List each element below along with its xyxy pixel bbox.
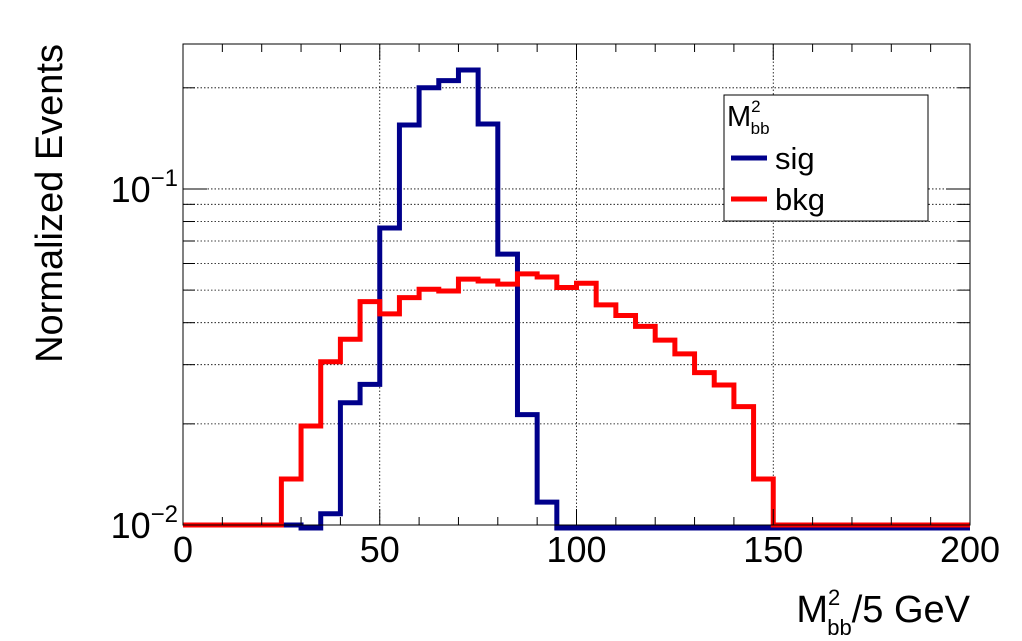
x-tick-label: 150 [743,529,803,570]
legend-title: M2 bb [727,97,770,138]
y-axis-title: Normalized Events [29,44,71,363]
series-line-bkg [183,271,970,528]
x-axis-title-suffix: /5 GeV [852,589,971,631]
x-tick-label: 50 [360,529,400,570]
y-tick-label-exp: −2 [151,501,178,528]
y-tick-label-base: 10 [111,169,151,210]
legend-title-sup: 2 [751,97,760,116]
y-tick-label-base: 10 [111,505,151,546]
y-tick-label-exp: −1 [151,165,178,192]
legend-label-bkg: bkg [775,182,825,217]
series-line-sig [183,67,970,531]
x-tick-label: 0 [173,529,193,570]
legend-title-sub: bb [751,119,770,138]
y-tick-label: 10−1 [111,165,178,210]
legend-label-sig: sig [775,141,815,176]
x-tick-label: 100 [546,529,606,570]
y-tick-label: 10−2 [111,501,178,546]
x-axis-title-sub: bb [827,615,851,640]
x-tick-label: 200 [940,529,1000,570]
x-axis-title: M2 bb/5 GeV [796,585,970,640]
axis-ticks [182,44,971,526]
x-axis-title-main: M [796,589,828,631]
histogram-series [183,67,970,531]
legend-title-main: M [727,101,751,133]
legend: M2 bb sig bkg [723,94,929,222]
x-axis-title-sup: 2 [828,585,840,610]
